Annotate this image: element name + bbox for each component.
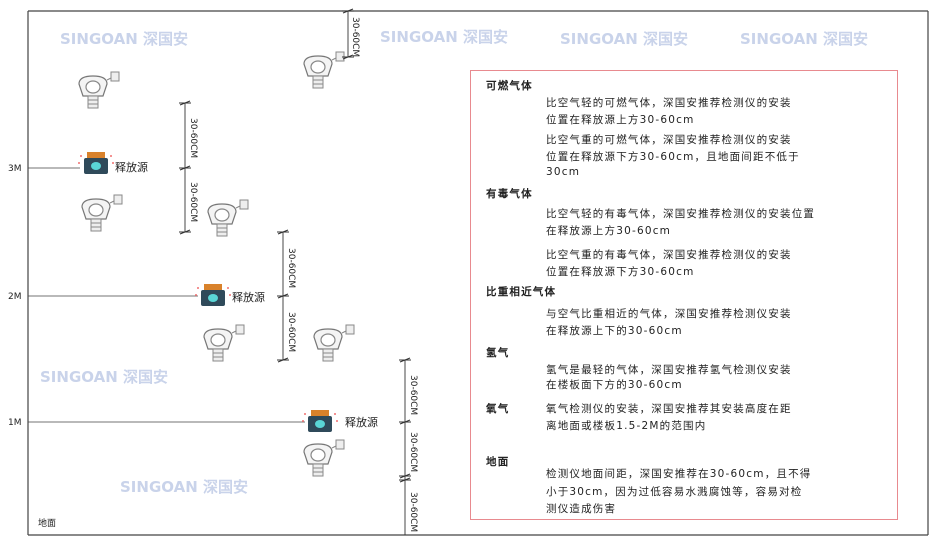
detector-icon	[303, 439, 345, 477]
detector-icon	[207, 199, 249, 237]
paragraph-line: 检测仪地面间距，深国安推荐在30-60cm，且不得	[546, 468, 812, 480]
level-3m-label: 3M	[8, 164, 22, 174]
watermark-logo: SINGOAN 深国安	[40, 368, 168, 386]
watermark-logo: SINGOAN 深国安	[740, 30, 868, 48]
level-2m-label: 2M	[8, 292, 22, 302]
paragraph-line: 位置在释放源下方30-60cm，且地面间距不低于	[546, 151, 800, 163]
level-1m-label: 1M	[8, 418, 22, 428]
detector-icon	[303, 51, 345, 89]
watermark-logo: SINGOAN 深国安	[380, 28, 508, 46]
dimension-label: 30-60CM	[286, 248, 296, 288]
release-source-icon	[302, 410, 338, 432]
dimension-label: 30-60CM	[188, 182, 198, 222]
recommendation-panel: 可燃气体 比空气轻的可燃气体，深国安推荐检测仪的安装 位置在释放源上方30-60…	[470, 70, 898, 520]
section-heading: 氧气	[486, 403, 510, 415]
dimension-label: 30-60CM	[408, 492, 418, 532]
section-heading: 氢气	[486, 347, 510, 359]
release-source-icon	[195, 284, 231, 306]
paragraph-line: 离地面或楼板1.5-2M的范围内	[546, 420, 707, 432]
frame-lines	[27, 10, 929, 536]
paragraph-line: 位置在释放源上方30-60cm	[546, 114, 695, 126]
dimension-ticks	[178, 8, 412, 483]
detector-icon	[78, 71, 120, 109]
floor-label: 地面	[38, 517, 56, 529]
release-source-label: 释放源	[232, 290, 265, 304]
paragraph-line: 位置在释放源下方30-60cm	[546, 266, 695, 278]
dimension-label: 30-60CM	[408, 375, 418, 415]
paragraph-line: 在释放源上下的30-60cm	[546, 325, 683, 337]
paragraph-line: 比空气重的可燃气体，深国安推荐检测仪的安装	[546, 134, 792, 146]
dimension-label: 30-60CM	[408, 432, 418, 472]
paragraph-line: 比空气轻的可燃气体，深国安推荐检测仪的安装	[546, 97, 792, 109]
watermark-logo: SINGOAN 深国安	[120, 478, 248, 496]
paragraph-line: 比空气轻的有毒气体，深国安推荐检测仪的安装位置	[546, 208, 816, 220]
release-source-label: 释放源	[345, 415, 378, 429]
section-heading: 有毒气体	[486, 188, 533, 200]
dimension-label: 30-60CM	[286, 312, 296, 352]
paragraph-line: 30cm	[546, 166, 581, 178]
release-source-icon	[78, 152, 114, 174]
paragraph-line: 测仪造成伤害	[546, 503, 617, 515]
paragraph-line: 比空气重的有毒气体，深国安推荐检测仪的安装	[546, 249, 792, 261]
paragraph-line: 与空气比重相近的气体，深国安推荐检测仪安装	[546, 308, 792, 320]
detector-icon	[81, 194, 123, 232]
watermark-logo: SINGOAN 深国安	[60, 30, 188, 48]
detector-icon	[313, 324, 355, 362]
release-source-label: 释放源	[115, 160, 148, 174]
paragraph-line: 氢气是最轻的气体，深国安推荐氢气检测仪安装	[546, 364, 792, 376]
paragraph-line: 氧气检测仪的安装，深国安推荐其安装高度在距	[546, 403, 792, 415]
paragraph-line: 小于30cm，因为过低容易水溅腐蚀等，容易对检	[546, 486, 803, 498]
paragraph-line: 在释放源上方30-60cm	[546, 225, 672, 237]
section-heading: 地面	[486, 456, 510, 468]
watermark-logo: SINGOAN 深国安	[560, 30, 688, 48]
watermarks: SINGOAN 深国安 SINGOAN 深国安 SINGOAN 深国安 SING…	[40, 28, 868, 496]
detector-icon	[203, 324, 245, 362]
section-heading: 可燃气体	[486, 80, 533, 92]
dimension-label: 30-60CM	[188, 118, 198, 158]
paragraph-line: 在楼板面下方的30-60cm	[546, 379, 683, 391]
dimension-label: 30-60CM	[350, 17, 360, 57]
section-heading: 比重相近气体	[486, 286, 557, 298]
